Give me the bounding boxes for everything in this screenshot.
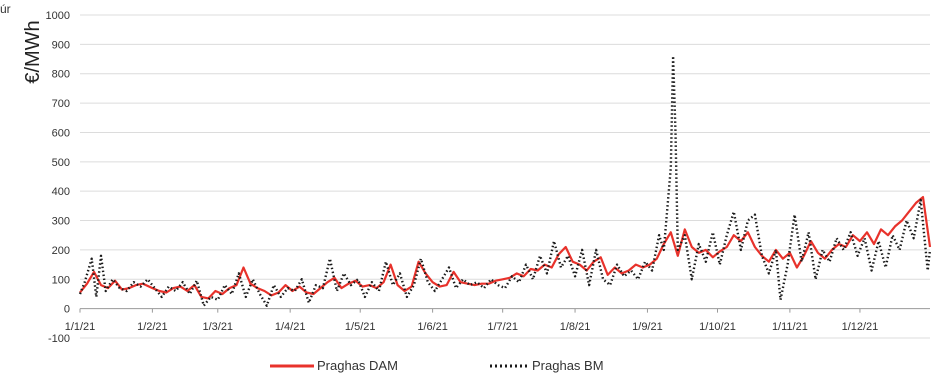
x-axis-ticks: 1/1/21 1/2/21 1/3/21 1/4/21 1/5/21 1/6/21 1/7/… <box>65 308 879 333</box>
x-tick-label: 1/8/21 <box>560 321 591 333</box>
x-tick-label: 1/7/21 <box>487 321 518 333</box>
y-tick-label: 100 <box>52 274 70 286</box>
x-tick-label: 1/10/21 <box>699 321 736 333</box>
x-tick-label: 1/12/21 <box>842 321 879 333</box>
series-line-0 <box>79 196 932 300</box>
legend: Praghas DAM Praghas BM <box>270 358 604 373</box>
y-tick-label: 700 <box>52 98 70 110</box>
y-tick-label: 400 <box>52 186 70 198</box>
y-tick-label: 0 <box>64 304 70 316</box>
x-tick-label: 1/4/21 <box>275 321 306 333</box>
x-tick-label: 1/11/21 <box>772 321 808 333</box>
x-tick-label: 1/6/21 <box>417 321 448 333</box>
y-axis-label: €/MWh <box>22 20 44 83</box>
y-tick-label: 200 <box>52 245 70 257</box>
y-axis-ticks: -100 0 100 200 300 400 500 600 700 800 900 1000 <box>46 10 70 345</box>
x-tick-label: 1/3/21 <box>202 321 233 333</box>
y-tick-label: 1000 <box>46 10 70 22</box>
x-tick-label: 1/1/21 <box>65 321 96 333</box>
gridlines <box>80 14 930 339</box>
y-tick-label: 500 <box>52 157 70 169</box>
y-tick-label: 300 <box>52 216 70 228</box>
y-tick-label: 800 <box>52 69 70 81</box>
series-lines <box>78 54 932 307</box>
legend-label-dam: Praghas DAM <box>317 358 398 373</box>
y-tick-label: 900 <box>52 39 70 51</box>
y-tick-label: 600 <box>52 127 70 139</box>
x-tick-label: 1/9/21 <box>632 321 663 333</box>
x-tick-label: 1/5/21 <box>345 321 376 333</box>
x-tick-label: 1/2/21 <box>137 321 168 333</box>
corner-label: úr <box>0 2 11 16</box>
series-line-1 <box>78 54 932 307</box>
legend-label-bm: Praghas BM <box>532 358 604 373</box>
y-tick-label: -100 <box>48 333 70 345</box>
